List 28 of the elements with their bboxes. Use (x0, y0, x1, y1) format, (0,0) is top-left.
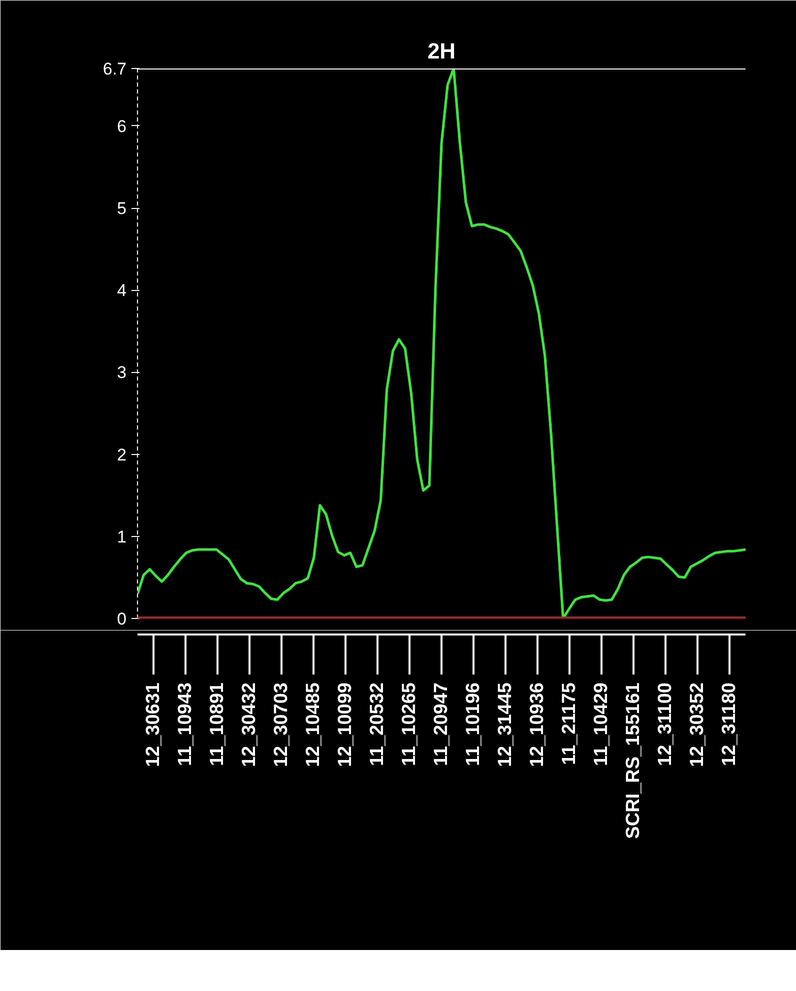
text: 11_10265 (399, 682, 420, 766)
text: 12_10099 (335, 682, 356, 768)
text: 12_31180 (719, 682, 740, 766)
y-tick-label: 0 (117, 610, 127, 628)
y-tick-label: 3 (117, 363, 127, 382)
y-tick-label: 4 (117, 281, 127, 300)
chart-title: 2H (427, 38, 456, 64)
text: 12_30631 (143, 682, 164, 768)
y-tick-label: 5 (117, 199, 127, 218)
text: 11_10196 (463, 682, 484, 766)
text: 11_21175 (559, 682, 580, 765)
text: 12_10485 (303, 682, 324, 768)
text: 12_31445 (495, 682, 516, 768)
y-tick-label: 1 (117, 527, 127, 546)
text: 11_10943 (175, 682, 196, 766)
text: 12_30352 (687, 682, 708, 768)
y-tick-label: 6.7 (102, 60, 127, 78)
text: 12_31100 (655, 682, 676, 766)
text: 11_10429 (591, 682, 612, 766)
y-tick-label: 6 (117, 116, 127, 136)
text: 11_10891 (207, 682, 228, 766)
text: 11_20947 (431, 682, 452, 766)
text: 12_30432 (239, 682, 260, 768)
text: 12_10936 (527, 682, 548, 768)
y-tick-label: 2 (117, 445, 127, 464)
text: 11_20532 (367, 682, 388, 766)
text: SCRI_RS_155161 (623, 682, 644, 839)
text: 12_30703 (271, 682, 292, 768)
